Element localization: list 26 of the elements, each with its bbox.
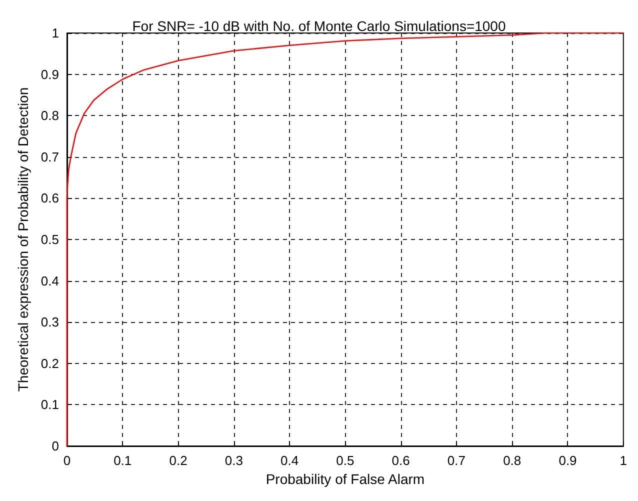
- x-tick-label: 0.4: [280, 453, 299, 468]
- y-tick-label: 0.3: [40, 314, 59, 330]
- y-tick-label: 0.8: [40, 108, 59, 124]
- x-tick-label: 0.6: [392, 453, 410, 468]
- x-tick-label: 0: [63, 453, 71, 468]
- y-tick-label: 0: [52, 438, 59, 454]
- y-tick-label: 1: [52, 26, 59, 40]
- x-tick-label: 0.1: [114, 453, 132, 468]
- x-tick-label: 0.8: [503, 453, 522, 468]
- y-tick-label: 0.4: [40, 273, 59, 288]
- x-tick-label: 0.7: [447, 453, 466, 468]
- y-tick-label: 0.7: [40, 149, 59, 164]
- x-tick-label: 0.3: [224, 453, 243, 468]
- line-series: [66, 32, 624, 447]
- y-tick-label: 0.2: [40, 356, 59, 371]
- x-tick-label: 0.9: [558, 453, 577, 468]
- x-tick-label: 0.2: [169, 453, 188, 468]
- chart-title: For SNR= -10 dB with No. of Monte Carlo Simulations=1000: [132, 18, 506, 34]
- y-tick-label: 0.9: [40, 66, 59, 82]
- y-axis-title: Theoretical expression of Probability of Detection: [15, 87, 31, 392]
- y-tick-label: 0.6: [40, 190, 59, 206]
- y-tick-label: 0.1: [40, 397, 59, 412]
- x-tick-label: 0.5: [336, 453, 354, 468]
- y-tick-label: 0.5: [40, 232, 59, 247]
- x-axis-title: Probability of False Alarm: [266, 470, 425, 487]
- x-tick-label: 1: [620, 453, 627, 468]
